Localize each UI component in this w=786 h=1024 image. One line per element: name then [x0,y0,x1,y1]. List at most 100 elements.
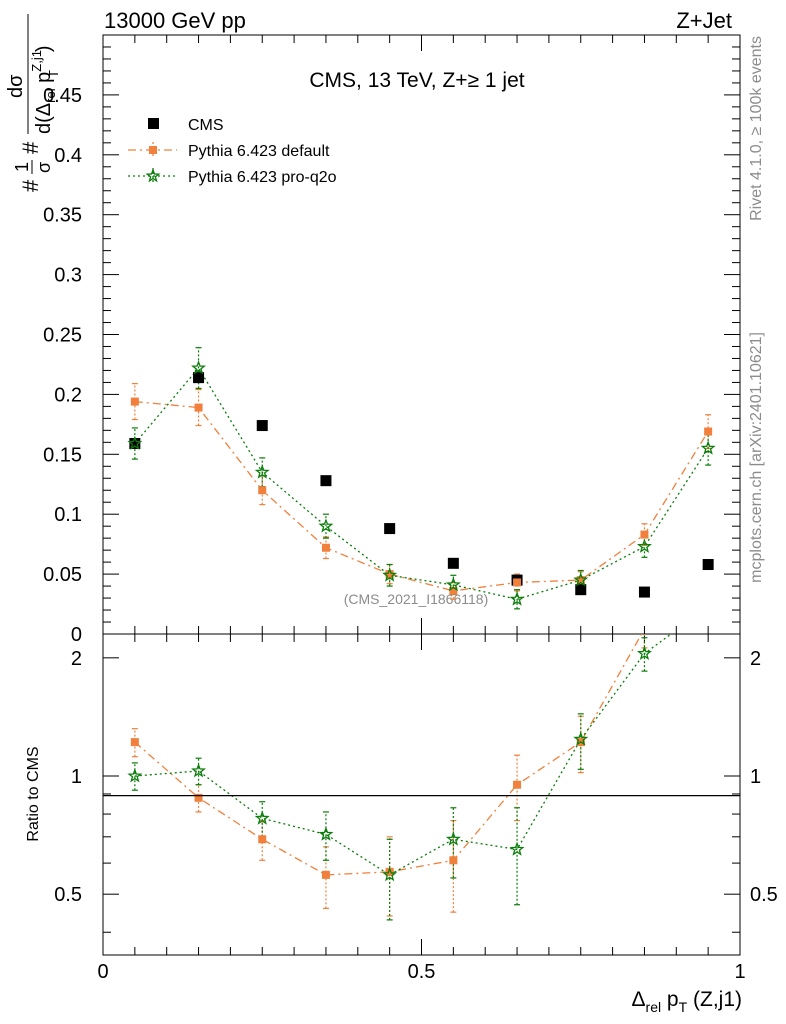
y-tick-label: 0.3 [54,265,82,287]
legend-default-marker [149,146,157,154]
proq2o-ratio-point [573,731,589,746]
ratio-tick-label-right: 1 [750,766,761,788]
ylabel-hash-1: # [18,179,43,192]
legend-proq2o-marker [145,168,161,183]
legend-default-label: Pythia 6.423 default [188,143,330,160]
legend-cms-label: CMS [188,117,224,134]
default-ratio-point [449,856,458,865]
proq2o-data-point [382,567,398,582]
ratio-tick-label: 0.5 [54,884,82,906]
default-data-point [449,586,458,595]
cms-data-point [320,475,332,487]
xlabel-main: Δ [632,988,646,1011]
proq2o-ratio-point [127,768,143,783]
y-tick-label: 0 [71,624,82,646]
mcplots-reference-label: mcplots.cern.ch [arXiv:2401.10621] [748,332,765,583]
proq2o-data-point [191,360,207,375]
cms-data-point [638,586,650,598]
default-data-point [321,543,330,552]
ylabel-frac2-den: d(Δrel pZ,j1T) [29,45,61,134]
proq2o-ratio-line [134,634,673,876]
ylabel-den-pre: d(Δ [33,103,55,134]
ylabel-frac2-num: dσ [5,74,27,98]
xlabel-tail: (Z,j1) [687,988,742,1011]
default-data-point [130,397,139,406]
default-data-point [704,427,713,436]
proq2o-line [134,366,709,600]
proq2o-ratio-point [509,841,525,856]
ylabel-hash-2: # [18,141,43,154]
default-ratio-point [130,738,139,747]
default-ratio-point [513,780,522,789]
header-process-label: Z+Jet [676,8,732,33]
legend-proq2o-label: Pythia 6.423 pro-q2o [188,169,337,186]
y-tick-label: 0.4 [54,145,82,167]
cms-data-point [256,420,268,432]
main-y-axis-label: # 1 σ # dσ d(Δrel pZ,j1T) [5,14,61,192]
main-series-group [127,347,716,610]
default-data-point [194,403,203,412]
xlabel-sub2: T [679,999,688,1015]
cms-data-point [193,372,205,384]
proq2o-ratio-point [636,645,652,660]
legend-cms-marker [148,118,159,129]
default-ratio-point [194,793,203,802]
proq2o-ratio-point [318,826,334,841]
proq2o-ratio-point [445,831,461,846]
cms-data-point [129,438,141,450]
x-tick-label: 1 [734,961,745,983]
ylabel-den-post: ) [33,45,55,52]
xlabel-sub: rel [646,999,662,1015]
default-data-point [258,486,267,495]
cms-data-point [575,584,587,596]
xlabel-mid: p [661,988,679,1011]
default-data-point [513,578,522,587]
y-tick-label: 0.45 [43,85,82,107]
default-line [134,400,709,592]
ylabel-den-mid: p [33,72,55,89]
x-tick-label: 0.5 [408,961,436,983]
default-data-point [385,570,394,579]
ylabel-den-sup: Z,j1 [29,50,44,72]
ratio-tick-label-right: 0.5 [750,884,778,906]
cms-data-point [447,557,459,569]
x-tick-label: 0 [97,961,108,983]
default-data-point [640,530,649,539]
y-tick-label: 0.2 [54,384,82,406]
proq2o-ratio-point [191,763,207,778]
ratio-series-group [127,590,713,921]
cms-data-point [702,559,714,571]
ylabel-frac1-den: σ [34,162,54,173]
proq2o-data-point [318,518,334,533]
x-axis-label: Δrel pT (Z,j1) [632,988,743,1015]
ylabel-den-sub2: T [46,70,61,78]
analysis-watermark: (CMS_2021_I1866118) [344,591,489,607]
ratio-tick-label: 2 [71,648,82,670]
legend: CMS Pythia 6.423 default Pythia 6.423 pr… [128,117,337,186]
default-ratio-point [704,590,712,598]
ratio-y-axis-label: Ratio to CMS [25,746,42,841]
ylabel-frac1-num: 1 [12,162,32,172]
proq2o-ratio-point [382,867,398,882]
proq2o-data-point [127,435,143,450]
ratio-tick-label-right: 2 [750,648,761,670]
y-tick-label: 0.25 [43,325,82,347]
ratio-tick-label: 1 [71,766,82,788]
rivet-version-label: Rivet 4.1.0, ≥ 100k events [748,36,765,221]
proq2o-ratio-point [702,601,713,612]
proq2o-data-point [636,538,652,553]
proq2o-ratio-point [254,810,270,825]
default-ratio-point [258,835,267,844]
y-tick-label: 0.05 [43,564,82,586]
cms-data-point [384,523,396,535]
chart-title: CMS, 13 TeV, Z+≥ 1 jet [309,69,524,92]
ylabel-den-sub: rel [43,88,58,103]
default-data-point [576,576,585,585]
proq2o-data-point [700,440,716,455]
y-tick-label: 0.15 [43,444,82,466]
proq2o-data-point [254,464,270,479]
proq2o-data-point [573,572,589,587]
y-tick-label: 0.1 [54,504,82,526]
default-ratio-point [385,867,394,876]
